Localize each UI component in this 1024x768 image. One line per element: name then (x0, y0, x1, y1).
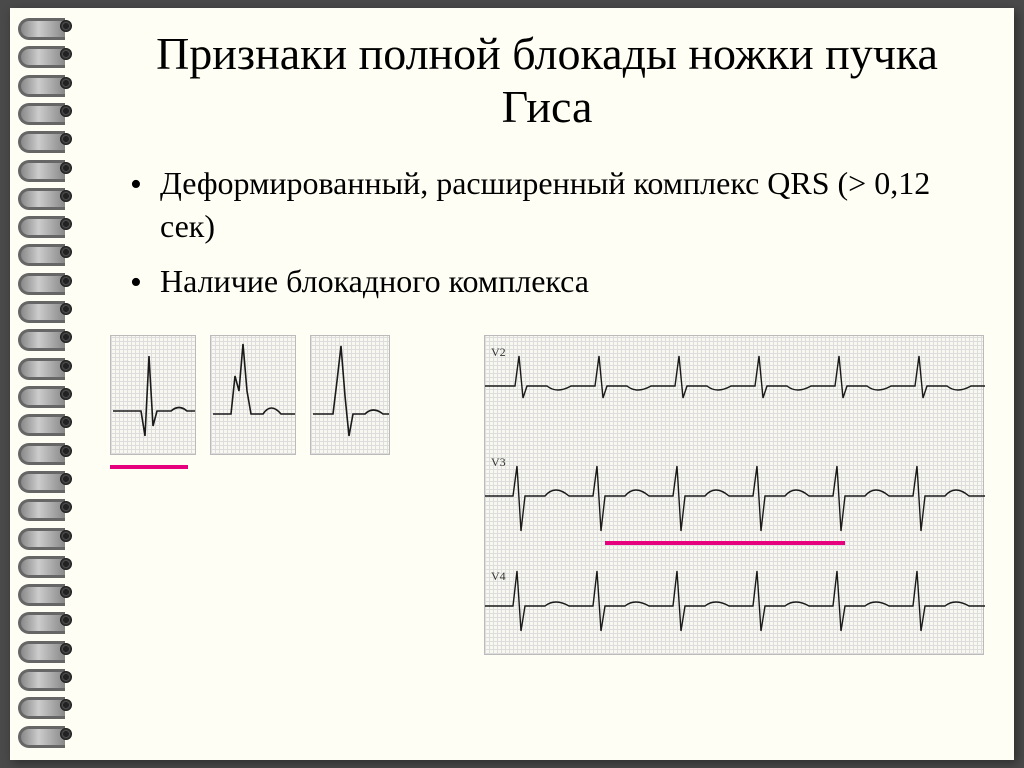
ecg-small-2 (210, 335, 296, 455)
slide-content: Признаки полной блокады ножки пучка Гиса… (110, 28, 984, 740)
ecg-trace-icon (311, 336, 391, 456)
ecg-small-3 (310, 335, 390, 455)
accent-underline (605, 541, 845, 545)
lead-label: V3 (491, 455, 506, 469)
lead-label: V4 (491, 569, 506, 583)
ecg-figure-area: V2 V3 V4 (110, 335, 984, 685)
bullet-item: Деформированный, расширенный комплекс QR… (130, 162, 984, 248)
ecg-large: V2 V3 V4 (484, 335, 984, 655)
lead-label: V2 (491, 345, 506, 359)
ecg-multilead-icon: V2 V3 V4 (485, 336, 985, 656)
ecg-trace-icon (111, 336, 197, 456)
bullet-list: Деформированный, расширенный комплекс QR… (110, 162, 984, 304)
bullet-item: Наличие блокадного комплекса (130, 260, 984, 303)
slide-page: Признаки полной блокады ножки пучка Гиса… (10, 8, 1014, 760)
slide-title: Признаки полной блокады ножки пучка Гиса (110, 28, 984, 134)
accent-underline (110, 465, 188, 469)
ecg-trace-icon (211, 336, 297, 456)
ecg-small-1 (110, 335, 196, 455)
